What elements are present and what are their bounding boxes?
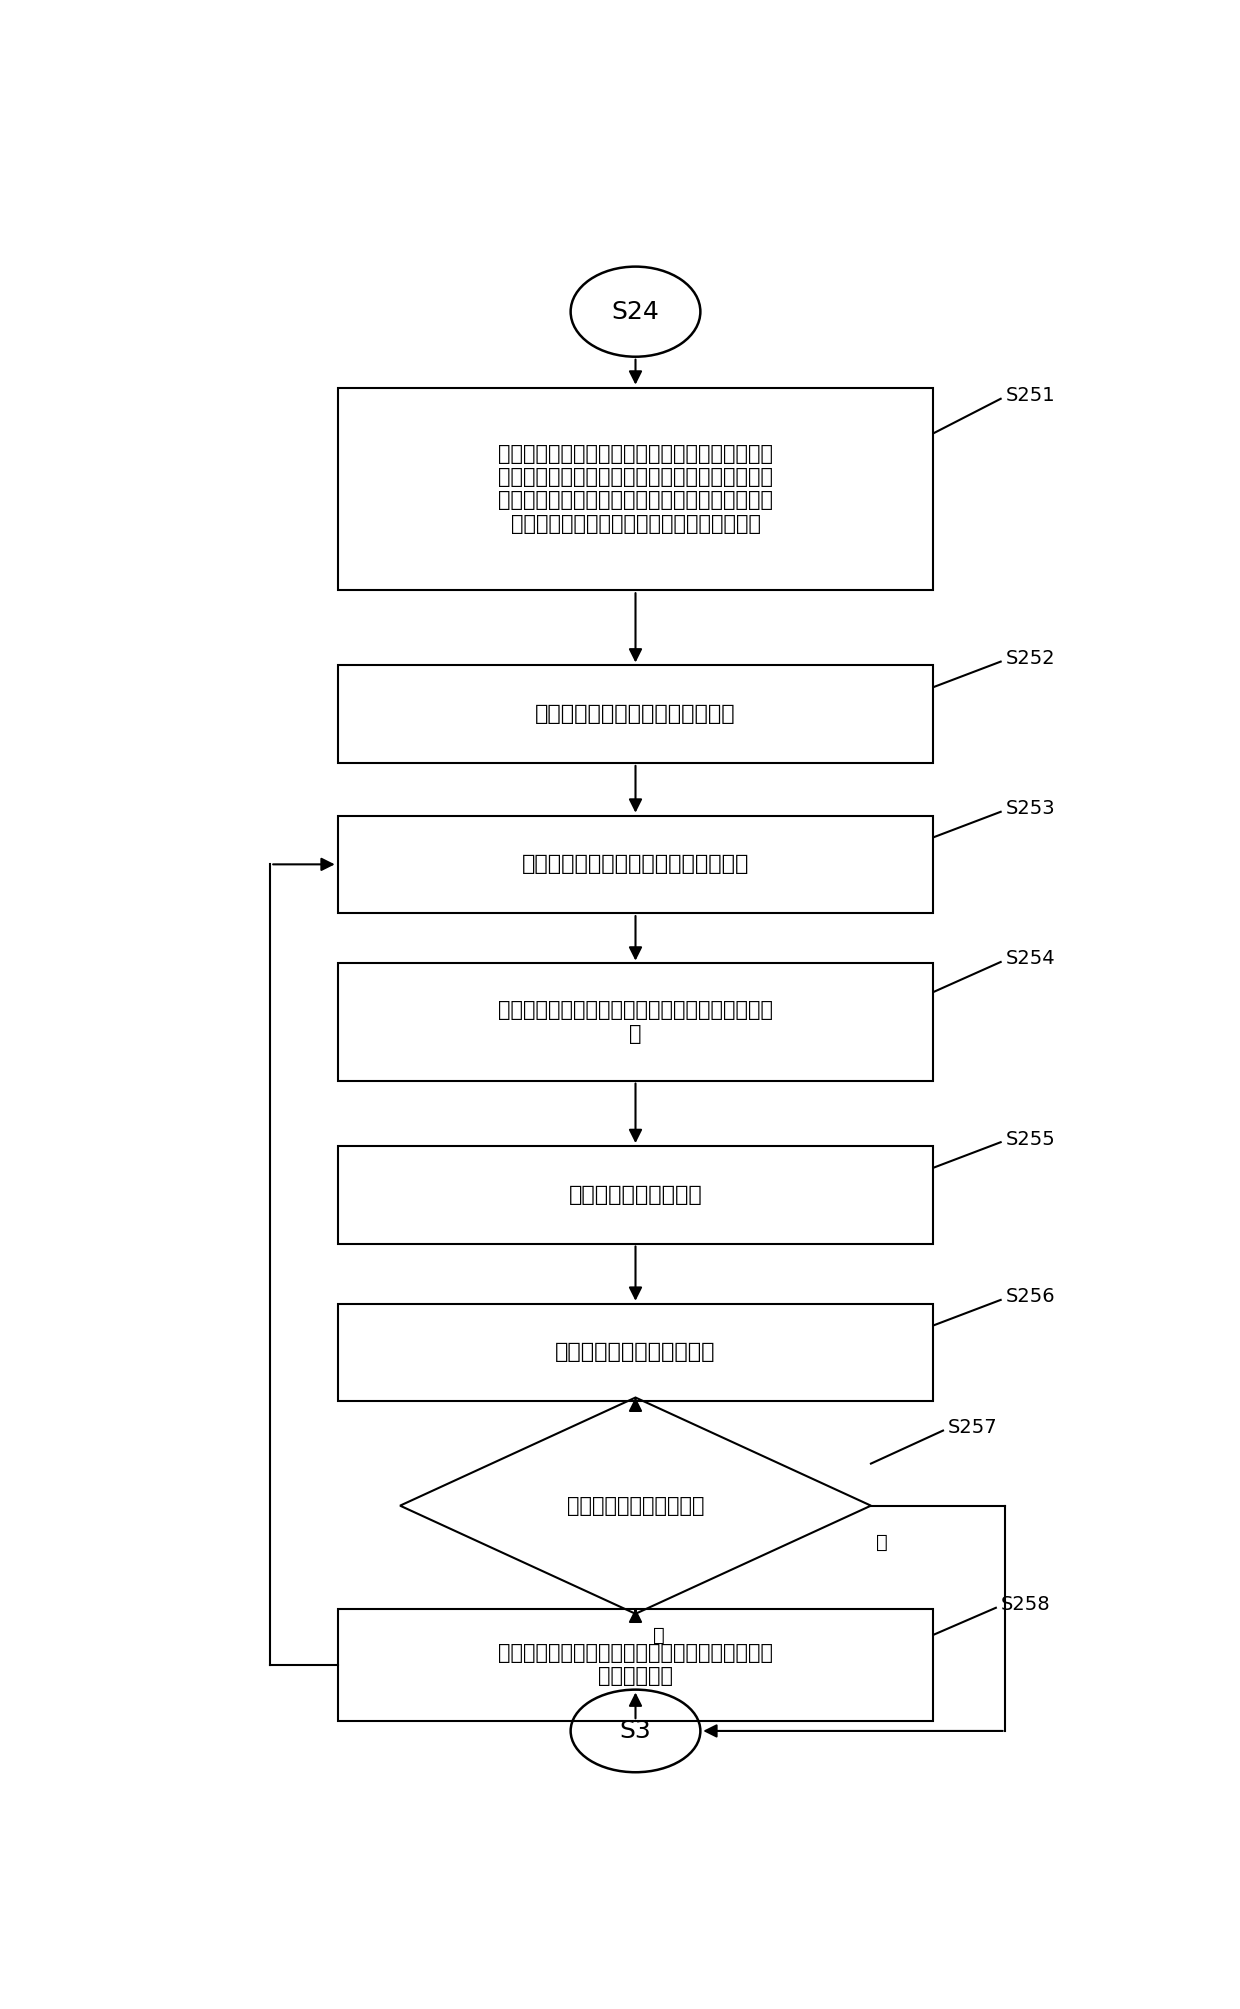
Text: 根据无木马芯片热图集与有木马芯片热图集的像素
点个数，确定神经网络的输入层节点数和输出层节
点数，并随机设置输入层节点与隐藏层节点的连接
权值以及隐藏层节点与输: 根据无木马芯片热图集与有木马芯片热图集的像素 点个数，确定神经网络的输入层节点数… bbox=[498, 444, 773, 534]
Text: S255: S255 bbox=[1006, 1129, 1055, 1149]
Text: S253: S253 bbox=[1006, 800, 1055, 818]
Text: 计算神经网络的输出总误差: 计算神经网络的输出总误差 bbox=[556, 1342, 715, 1362]
Text: S3: S3 bbox=[620, 1720, 651, 1744]
Text: 计算神经网络隐藏层各节点的输出: 计算神经网络隐藏层各节点的输出 bbox=[536, 705, 735, 723]
Text: S252: S252 bbox=[1006, 649, 1055, 669]
Text: 输出总误差小于特定阈值: 输出总误差小于特定阈值 bbox=[567, 1495, 704, 1515]
Text: S24: S24 bbox=[611, 299, 660, 323]
Text: 是: 是 bbox=[875, 1533, 888, 1551]
Text: 根据热图类别设置神经网络输出层各节点的期望输
出: 根据热图类别设置神经网络输出层各节点的期望输 出 bbox=[498, 1000, 773, 1043]
Text: 根据权值调节量对隐藏层节点与输出层节点的连接
权值进行调节: 根据权值调节量对隐藏层节点与输出层节点的连接 权值进行调节 bbox=[498, 1643, 773, 1686]
Text: S257: S257 bbox=[947, 1418, 997, 1436]
Text: S251: S251 bbox=[1006, 386, 1055, 406]
Text: 计算神经网络输出层各节点的实际输出: 计算神经网络输出层各节点的实际输出 bbox=[522, 854, 749, 874]
Text: S254: S254 bbox=[1006, 950, 1055, 968]
Text: S256: S256 bbox=[1006, 1288, 1055, 1306]
Text: 计算各样本的输出误差: 计算各样本的输出误差 bbox=[569, 1185, 702, 1205]
Text: 否: 否 bbox=[652, 1625, 665, 1645]
Text: S258: S258 bbox=[1001, 1595, 1050, 1615]
